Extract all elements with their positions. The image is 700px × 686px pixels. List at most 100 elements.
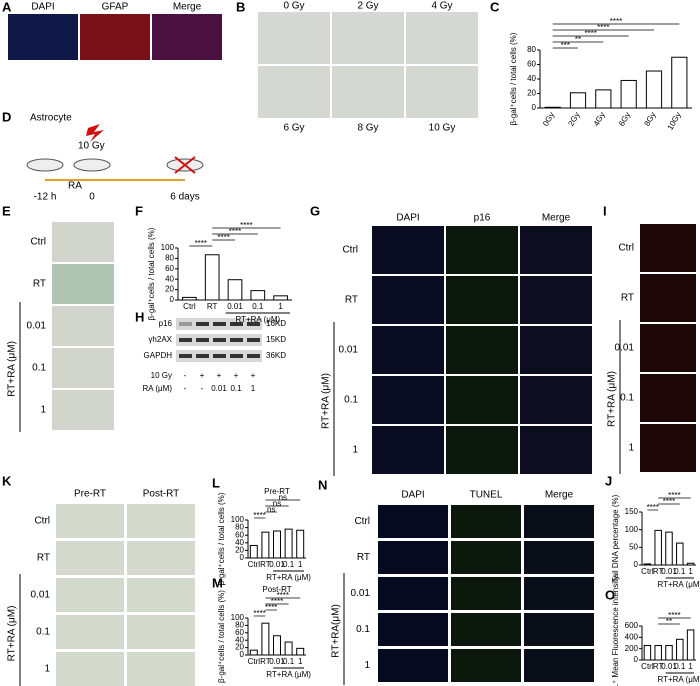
significance: ****: [668, 611, 680, 620]
panel-letter: D: [2, 109, 11, 124]
y-tick-label: 20: [235, 546, 244, 555]
row-label: RT: [357, 552, 370, 563]
significance: ns: [279, 493, 287, 502]
micrograph: [524, 577, 594, 610]
column-label: Merge: [542, 213, 571, 224]
bar: [249, 544, 258, 559]
significance: ****: [195, 239, 207, 248]
column-label: DAPI: [396, 213, 419, 224]
y-tick-label: 80: [527, 45, 536, 54]
group-label: RT+RA (μM): [657, 675, 700, 684]
micrograph: [446, 426, 518, 474]
dose-label: 2 Gy: [357, 1, 378, 12]
row-label: 0.01: [615, 343, 635, 354]
micrograph: [56, 652, 124, 686]
row-label: 1: [44, 664, 50, 675]
row-label: RT: [345, 295, 358, 306]
micrograph: [640, 324, 696, 372]
x-tick-label: 0Gy: [541, 111, 556, 128]
y-tick-label: 200: [625, 644, 639, 653]
y-tick-label: 100: [231, 515, 245, 524]
bar: [284, 641, 293, 656]
x-tick-label: 8Gy: [642, 111, 657, 128]
bar: [227, 279, 243, 301]
bar: [250, 290, 266, 301]
group-label: RT+RA (μM): [321, 373, 332, 429]
bar: [671, 56, 688, 109]
band: [230, 354, 243, 358]
y-tick-label: 40: [527, 74, 536, 83]
y-tick-label: 20: [165, 285, 174, 294]
panel-letter: M: [212, 575, 223, 590]
column-label: DAPI: [31, 2, 54, 13]
panel-letter: N: [318, 477, 327, 492]
significance: ****: [663, 497, 675, 506]
x-tick-label: 1: [298, 657, 303, 666]
y-axis-label: TUNEL⁺ Mean Fluorescence intensity: [611, 576, 620, 686]
panel-letter: K: [2, 473, 12, 488]
chart-title: Pre-RT: [264, 487, 290, 496]
condition-value: 1: [251, 384, 256, 393]
row-label: 1: [352, 445, 358, 456]
row-label: 0.01: [339, 345, 359, 356]
condition-value: +: [200, 371, 205, 380]
panel-letter: L: [212, 475, 220, 490]
micrograph: [640, 374, 696, 422]
bar: [204, 254, 220, 301]
condition-value: -: [184, 371, 187, 380]
micrograph: [520, 226, 592, 274]
y-tick-label: 0: [532, 103, 537, 112]
band: [247, 322, 260, 326]
lightning: [86, 124, 104, 142]
micrograph: [372, 276, 444, 324]
row-label: 1: [364, 660, 370, 671]
micrograph: [378, 541, 448, 574]
column-label: Post-RT: [143, 489, 180, 500]
micrograph: [332, 66, 404, 118]
y-tick-label: 0: [634, 655, 639, 664]
band: [179, 354, 192, 358]
dish: [73, 158, 111, 172]
y-tick-label: 0: [240, 553, 245, 562]
panel-letter: I: [603, 203, 607, 218]
bar: [544, 106, 561, 109]
bar: [284, 528, 293, 559]
micrograph: [372, 426, 444, 474]
condition-value: -: [184, 384, 187, 393]
bar: [261, 622, 270, 656]
micrograph: [372, 326, 444, 374]
bar: [273, 635, 281, 656]
y-tick-label: 80: [165, 254, 174, 263]
x-tick-label: 0.1: [283, 657, 295, 666]
condition-value: 0.01: [211, 384, 227, 393]
y-tick-label: 40: [235, 538, 244, 547]
x-tick-label: RT: [260, 560, 271, 569]
micrograph: [520, 426, 592, 474]
size-label: 16KD: [266, 319, 286, 328]
condition-value: -: [201, 384, 204, 393]
y-tick-label: 150: [625, 507, 639, 516]
significance: ****: [597, 23, 609, 32]
x-tick-label: 0.01: [269, 657, 285, 666]
x-tick-label: 1: [298, 560, 303, 569]
bar: [261, 531, 270, 559]
y-tick-label: 80: [235, 621, 244, 630]
bar: [182, 296, 197, 301]
micrograph: [56, 504, 124, 538]
bar: [296, 529, 305, 559]
micrograph: [372, 226, 444, 274]
micrograph: [446, 376, 518, 424]
y-tick-label: 80: [235, 523, 244, 532]
micrograph: [640, 224, 696, 272]
dose-label: 8 Gy: [357, 123, 378, 134]
band: [230, 322, 243, 326]
x-tick-label: 2Gy: [566, 111, 581, 128]
dose-label: 10 Gy: [78, 141, 105, 152]
dose-label: 0 Gy: [283, 1, 304, 12]
significance: ****: [668, 491, 680, 500]
time-label: -12 h: [34, 192, 57, 203]
cross: [174, 156, 196, 174]
band-label: p16: [159, 319, 173, 328]
x-tick-label: 0.1: [252, 302, 264, 311]
micrograph: [520, 376, 592, 424]
